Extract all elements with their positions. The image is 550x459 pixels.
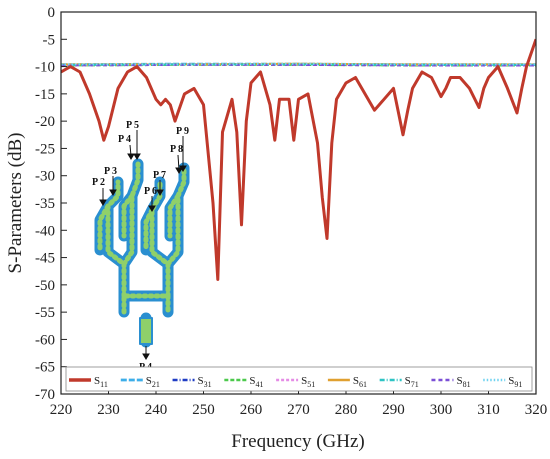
x-tick-label: 240 [145,402,168,418]
port-label: P 3 [104,166,117,177]
legend-label-s91: S91 [508,375,522,389]
y-tick-label: -45 [35,251,55,267]
port-label: P 4 [118,134,131,145]
y-tick-label: -30 [35,169,55,185]
legend-label-s51: S51 [301,375,315,389]
x-tick-label: 280 [335,402,358,418]
port-label: P 2 [92,177,105,188]
legend-box [65,366,533,392]
legend-label-s11: S11 [94,375,108,389]
port-label: P 9 [176,126,189,137]
legend: S11 S21 S31 S41 S51 S61 S71 S81 S91 [65,366,533,392]
x-tick-label: 310 [477,402,500,418]
y-axis: 0 -5 -10 -15 -20 -25 -30 -35 -40 -45 -50 -55 -60 -65 -… [35,5,67,403]
y-tick-label: -70 [35,387,55,403]
port-label: P 6 [144,186,157,197]
legend-label-s61: S61 [353,375,367,389]
y-tick-label: -60 [35,332,55,348]
y-tick-label: -20 [35,114,55,130]
x-tick-label: 320 [525,402,548,418]
series-line-s81 [61,63,536,67]
y-tick-label: -15 [35,87,55,103]
y-tick-label: -25 [35,141,55,157]
y-tick-label: -65 [35,360,55,376]
series-layer [61,38,536,281]
y-tick-label: -5 [43,32,56,48]
y-tick-label: -10 [35,60,55,76]
legend-label-s31: S31 [198,375,212,389]
y-tick-label: -55 [35,305,55,321]
feed-network-inset: P 2P 3P 4P 5P 6P 7P 8P 9P 4 [92,120,190,373]
series-line-s91 [61,62,536,66]
y-tick-label: -40 [35,223,55,239]
x-axis-title: Frequency (GHz) [231,431,364,452]
series-line-s71 [61,63,536,66]
legend-label-s81: S81 [456,375,470,389]
series-line-s11 [61,38,536,281]
x-axis: 220 230 240 250 260 270 280 290 300 310 320 [50,388,548,418]
legend-label-s41: S41 [249,375,263,389]
y-axis-title: S-Parameters (dB) [5,133,26,274]
y-tick-label: -50 [35,278,55,294]
legend-label-s21: S21 [146,375,160,389]
feed-network-structure [94,158,190,348]
x-tick-label: 230 [97,402,120,418]
x-tick-label: 250 [192,402,215,418]
x-tick-label: 300 [430,402,453,418]
y-tick-label: -35 [35,196,55,212]
port-label: P 8 [170,144,183,155]
legend-label-s71: S71 [405,375,419,389]
x-tick-label: 270 [287,402,310,418]
port-label: P 5 [126,120,139,131]
x-tick-label: 220 [50,402,73,418]
y-tick-label: 0 [48,5,56,21]
x-tick-label: 260 [240,402,263,418]
x-tick-label: 290 [382,402,405,418]
port-arrows [99,130,187,360]
port-label: P 7 [153,170,166,181]
